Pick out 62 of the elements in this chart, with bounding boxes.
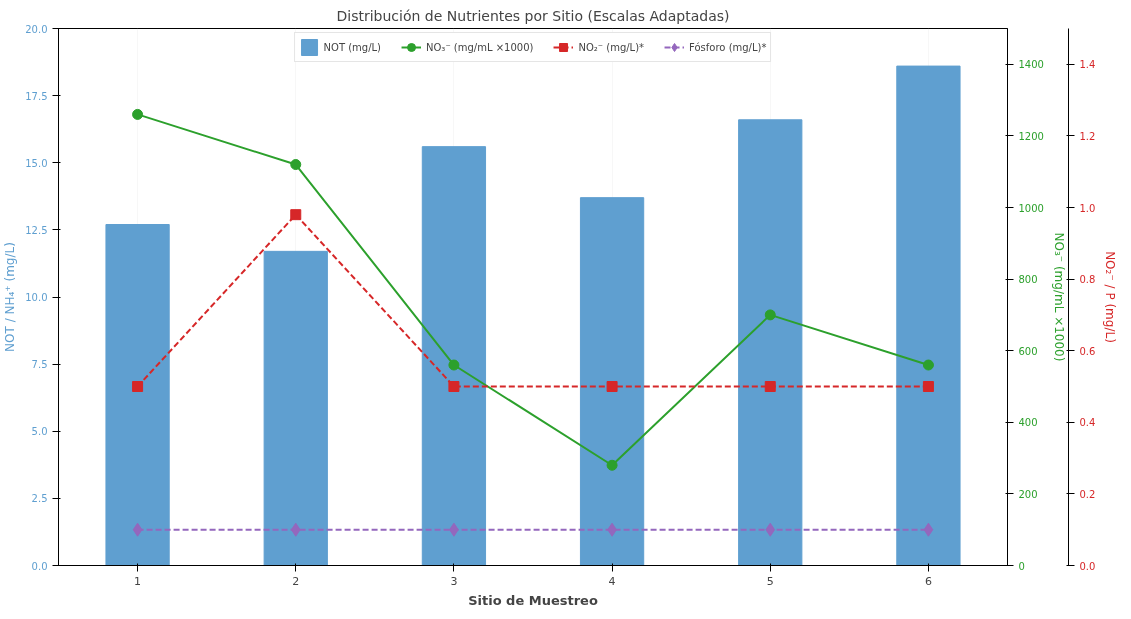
y-tick-label: 20.0: [25, 23, 48, 35]
y3-axis-title: NO₂⁻ / P (mg/L): [1103, 251, 1118, 343]
y2-axis-title: NO₃⁻ (mg/mL ×1000): [1051, 232, 1066, 362]
point: [765, 522, 776, 537]
point: [923, 522, 934, 537]
y2-tick-label: 1000: [1018, 202, 1044, 214]
legend-label: NOT (mg/L): [323, 41, 382, 53]
x-tick-label: 6: [924, 574, 932, 588]
x-tick-label: 2: [292, 574, 300, 588]
y-tick-label: 0.0: [31, 560, 48, 572]
point: [132, 522, 143, 537]
chart-title: Distribución de Nutrientes por Sitio (Escalas Adaptadas): [336, 7, 730, 24]
bar: [421, 146, 487, 566]
point: [448, 381, 460, 392]
point: [290, 522, 301, 537]
point: [922, 381, 934, 392]
y3-tick-label: 0.2: [1079, 488, 1096, 500]
point: [922, 359, 934, 371]
point: [764, 309, 776, 321]
bar: [579, 197, 645, 566]
y3-tick-label: 1.4: [1079, 59, 1096, 71]
point: [290, 209, 302, 221]
point: [764, 381, 776, 392]
legend-label: Fósforo (mg/L)*: [689, 41, 767, 53]
x-tick-label: 5: [766, 574, 774, 588]
y3-tick-label: 0.4: [1079, 417, 1096, 429]
y-tick-label: 7.5: [31, 359, 48, 371]
bar: [263, 250, 328, 566]
y3-tick-label: 1.0: [1079, 202, 1096, 214]
y3-tick-label: 0.6: [1079, 345, 1096, 357]
legend-label: NO₃⁻ (mg/mL ×1000): [426, 41, 534, 53]
y-tick-label: 5.0: [31, 426, 48, 438]
y3-tick-label: 0.8: [1079, 274, 1096, 286]
x-tick-label: 3: [450, 574, 458, 588]
point: [606, 459, 618, 471]
point: [448, 359, 460, 371]
bar: [105, 224, 170, 566]
y2-tick-label: 400: [1018, 417, 1038, 429]
y-axis-title: NOT / NH₄⁺ (mg/L): [3, 242, 18, 352]
x-tick-label: 1: [134, 574, 142, 588]
y2-tick-label: 200: [1018, 488, 1038, 500]
y-tick-label: 17.5: [25, 90, 48, 102]
point: [290, 159, 302, 171]
bar: [896, 65, 961, 566]
y-tick-label: 15.0: [25, 157, 48, 169]
bar: [738, 119, 803, 566]
y2-tick-label: 0: [1018, 560, 1025, 572]
x-axis-title: Sitio de Muestreo: [468, 592, 598, 608]
y2-tick-label: 1200: [1018, 130, 1044, 142]
y2-tick-label: 800: [1018, 274, 1038, 286]
y3-tick-label: 1.2: [1079, 130, 1096, 142]
y-tick-label: 2.5: [31, 493, 48, 505]
point: [606, 381, 618, 392]
y2-tick-label: 1400: [1018, 59, 1044, 71]
y2-tick-label: 600: [1018, 345, 1038, 357]
y3-tick-label: 0.0: [1079, 560, 1096, 572]
y-tick-label: 12.5: [25, 224, 48, 236]
x-tick-label: 4: [608, 574, 616, 588]
y-tick-label: 10.0: [25, 292, 48, 303]
point: [132, 108, 144, 120]
point: [132, 381, 144, 392]
legend-label: NO₂⁻ (mg/L)*: [578, 41, 645, 53]
